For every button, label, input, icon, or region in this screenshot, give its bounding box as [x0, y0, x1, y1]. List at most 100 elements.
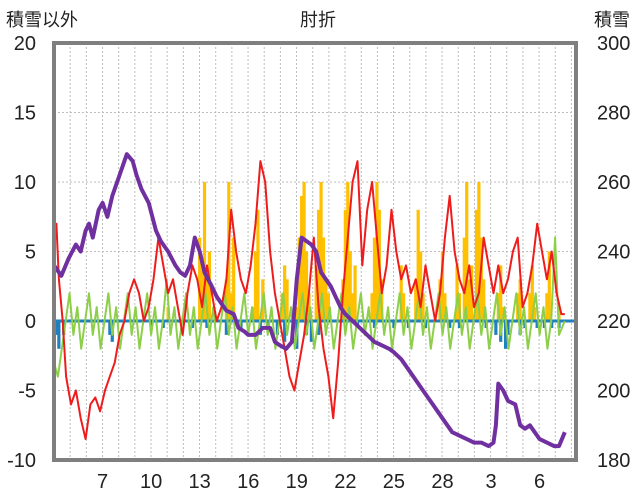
snowfall-bar — [200, 265, 204, 321]
snowfall-bar — [547, 251, 551, 321]
snowfall-bar — [370, 293, 374, 321]
snowfall-bar — [499, 265, 503, 321]
right-axis-label: 積雪 — [594, 10, 630, 30]
right-tick-label: 260 — [597, 172, 630, 194]
snowfall-bar — [202, 182, 207, 321]
snowfall-bar — [440, 251, 445, 321]
snowfall-bar — [375, 182, 379, 321]
negative-bar — [494, 321, 498, 335]
left-tick-label: -5 — [18, 381, 36, 403]
negative-bar — [309, 321, 313, 342]
line-series — [52, 152, 567, 449]
right-tick-label: 280 — [597, 103, 630, 125]
negative-bar — [503, 321, 508, 349]
x-tick-label: 16 — [237, 471, 259, 493]
snowfall-bar — [198, 237, 202, 321]
negative-bar — [392, 321, 396, 328]
snowfall-bar — [346, 182, 350, 321]
snowfall-bar — [443, 293, 447, 321]
snowfall-bar — [302, 182, 306, 321]
negative-bar — [506, 321, 510, 335]
negative-bar — [108, 321, 112, 335]
x-tick-label: 10 — [140, 471, 162, 493]
snowfall-bar — [297, 237, 301, 321]
snowfall-bar — [482, 279, 486, 321]
snowfall-bar — [304, 251, 309, 321]
snowfall-bar — [419, 251, 423, 321]
left-tick-label: -10 — [7, 450, 36, 472]
snowfall-bar — [207, 251, 211, 321]
x-tick-label: 7 — [97, 471, 108, 493]
snowfall-bar — [479, 237, 483, 321]
snowfall-bar — [462, 237, 466, 321]
plot-frame — [52, 41, 578, 462]
snowfall-bar — [530, 265, 534, 321]
snowfall-bar — [351, 293, 355, 321]
snowfall-bar — [324, 279, 328, 321]
left-tick-label: 0 — [25, 311, 36, 333]
snowfall-bar — [372, 237, 377, 321]
left-tick-label: 10 — [14, 172, 36, 194]
temp-change-line — [53, 236, 566, 378]
x-tick-label: 6 — [534, 471, 545, 493]
x-tick-label: 28 — [431, 471, 453, 493]
right-tick-label: 220 — [597, 311, 630, 333]
snowfall-bar — [416, 209, 420, 321]
snowfall-bar — [474, 209, 479, 321]
x-tick-label: 25 — [383, 471, 405, 493]
chart-title: 肘折 — [300, 10, 336, 30]
x-tick-label: 13 — [189, 471, 211, 493]
left-tick-label: 5 — [25, 242, 36, 264]
x-tick-label: 19 — [286, 471, 308, 493]
snowfall-bar — [467, 279, 471, 321]
snowfall-bar — [528, 293, 532, 321]
snowfall-bar — [421, 293, 425, 321]
snowfall-bar — [465, 182, 469, 321]
snowfall-bar — [229, 293, 233, 321]
snowfall-bar — [414, 279, 418, 321]
left-tick-label: 15 — [14, 103, 36, 125]
negative-bar — [224, 321, 228, 335]
axis-ticks: 20 15 10 5 0 -5 -10 300 280 260 240 220 200 180 7 10 13 1… — [7, 33, 630, 493]
snowfall-bar — [348, 251, 352, 321]
negative-bar — [448, 321, 452, 328]
snowfall-bar — [402, 293, 406, 321]
negative-bar — [535, 321, 539, 328]
snowfall-bar — [545, 293, 549, 321]
snowfall-bar — [518, 279, 522, 321]
snowfall-bar — [283, 265, 287, 321]
right-tick-label: 200 — [597, 381, 630, 403]
snowfall-bar — [326, 293, 330, 321]
snowfall-bar — [533, 307, 537, 321]
snowfall-bar — [399, 265, 403, 321]
negative-bar — [457, 321, 462, 328]
right-tick-label: 180 — [597, 450, 630, 472]
snowfall-bar — [300, 195, 304, 321]
right-tick-label: 240 — [597, 242, 630, 264]
snowfall-bar — [295, 307, 299, 321]
snowfall-bar — [232, 237, 236, 321]
left-axis-label: 積雪以外 — [6, 10, 78, 30]
snowfall-bar — [253, 251, 258, 321]
x-tick-label: 22 — [334, 471, 356, 493]
negative-bar — [372, 321, 377, 328]
snowfall-bar — [285, 279, 289, 321]
plot-border — [52, 41, 578, 462]
snowfall-bar — [353, 265, 357, 321]
snowfall-bar — [307, 293, 311, 321]
negative-bar — [54, 321, 59, 335]
snow-depth-line — [52, 152, 567, 449]
negative-bar — [283, 321, 287, 342]
x-tick-label: 3 — [485, 471, 496, 493]
negative-bar — [205, 321, 209, 328]
snowfall-bar — [477, 182, 481, 321]
snowfall-bar — [314, 265, 318, 321]
left-tick-label: 20 — [14, 33, 36, 55]
temperature-line — [53, 160, 565, 441]
snowfall-bar — [319, 182, 323, 321]
negative-bar — [317, 321, 321, 335]
right-tick-label: 300 — [597, 33, 630, 55]
snowfall-bar — [256, 209, 260, 321]
negative-bar — [57, 321, 61, 349]
